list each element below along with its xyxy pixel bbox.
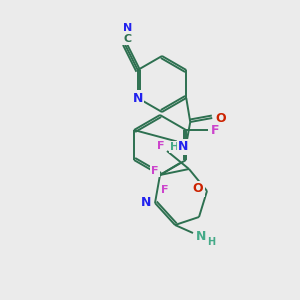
Text: N: N <box>178 140 188 154</box>
Text: N: N <box>123 23 132 33</box>
Text: O: O <box>215 112 226 124</box>
Text: H: H <box>207 237 215 247</box>
Text: N: N <box>133 92 143 104</box>
Text: F: F <box>157 141 165 151</box>
Text: N: N <box>141 196 151 209</box>
Text: F: F <box>151 166 159 176</box>
Text: H: H <box>169 142 179 152</box>
Text: C: C <box>123 34 131 44</box>
Text: N: N <box>196 230 206 242</box>
Text: F: F <box>211 124 219 136</box>
Text: O: O <box>193 182 203 196</box>
Text: F: F <box>161 185 169 195</box>
